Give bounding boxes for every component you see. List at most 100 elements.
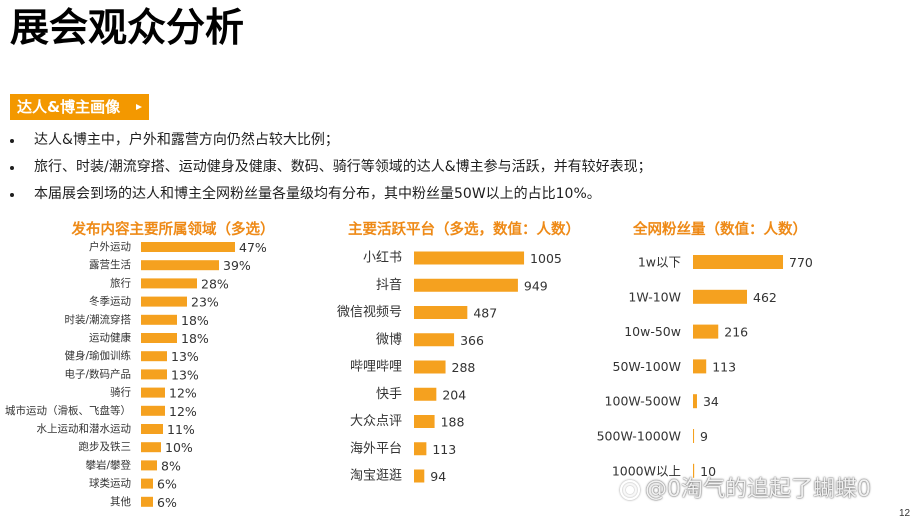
content-domain-category-label-12: 跑步及铁三 [79, 440, 132, 453]
content-domain-bar-12 [141, 442, 161, 453]
value-unit: % [169, 458, 181, 473]
platform-value-label-4: 366 [460, 332, 484, 347]
platform-category-label-6: 快手 [376, 387, 402, 402]
content-domain-bar-1 [141, 242, 235, 252]
value-unit: % [183, 422, 195, 437]
value-unit: % [207, 294, 219, 309]
platform-category-label-9: 淘宝逛逛 [350, 469, 402, 484]
platform-value-label-6: 204 [442, 387, 466, 402]
bullet-item: 旅行、时装/潮流穿搭、运动健身及健康、数码、骑行等领域的达人&博主参与活跃，并有… [0, 154, 652, 181]
value-number: 288 [452, 360, 476, 375]
section-tag: 达人&博主画像 [10, 94, 149, 120]
follower-bar-1 [693, 255, 784, 269]
platform-bar-6 [414, 387, 437, 401]
value-unit: % [165, 494, 177, 509]
value-unit: % [187, 367, 199, 382]
follower-bar-7 [693, 463, 695, 478]
value-number: 18 [181, 312, 197, 327]
follower-value-label-7: 10 [700, 463, 716, 478]
value-number: 949 [524, 278, 548, 293]
platform-bar-2 [414, 278, 518, 292]
bullet-text: 达人&博主中，户外和露营方向仍然占较大比例； [34, 132, 339, 148]
value-unit: % [197, 331, 209, 346]
content-domain-value-label-7: 13% [171, 349, 199, 364]
value-number: 12 [169, 403, 185, 418]
content-domain-bar-7 [141, 351, 167, 362]
value-number: 94 [430, 469, 446, 484]
content-domain-value-label-1: 47% [239, 240, 267, 255]
follower-value-label-5: 34 [703, 394, 719, 409]
content-domain-category-label-1: 户外运动 [89, 240, 131, 253]
value-number: 487 [473, 305, 497, 320]
content-domain-category-label-5: 时装/潮流穿搭 [64, 313, 131, 326]
platform-bar-5 [414, 360, 446, 374]
bullet-item: 本届展会到场的达人和博主全网粉丝量各量级均有分布，其中粉丝量50W以上的占比10… [0, 181, 652, 208]
follower-category-label-1: 1w以下 [638, 255, 681, 270]
follower-bar-2 [693, 289, 748, 304]
follower-category-label-2: 1W-10W [628, 289, 681, 304]
content-domain-category-label-3: 旅行 [110, 276, 131, 289]
follower-bar-4 [693, 359, 707, 374]
follower-category-label-3: 10w-50w [624, 324, 681, 339]
content-domain-bar-14 [141, 478, 153, 489]
platform-bar-1 [414, 251, 525, 265]
content-domain-bar-6 [141, 333, 177, 343]
platform-category-label-5: 哔哩哔哩 [350, 360, 402, 375]
content-domain-category-label-8: 电子/数码产品 [64, 367, 131, 380]
value-number: 770 [789, 255, 813, 270]
bullet-text: 本届展会到场的达人和博主全网粉丝量各量级均有分布，其中粉丝量50W以上的占比10… [34, 186, 601, 202]
value-number: 28 [201, 276, 217, 291]
follower-chart: 1w以下 770 1W-10W 462 10w-50w 216 50W-100W 113 100… [597, 255, 813, 479]
value-number: 8 [161, 458, 169, 473]
content-domain-category-label-6: 运动健康 [89, 331, 131, 344]
content-domain-category-label-11: 水上运动和潜水运动 [37, 422, 132, 435]
content-domain-bar-8 [141, 369, 167, 380]
value-number: 34 [703, 394, 719, 409]
platform-category-label-3: 微信视频号 [337, 305, 402, 320]
platform-value-label-3: 487 [473, 305, 497, 320]
platform-value-label-1: 1005 [530, 251, 562, 266]
value-number: 11 [167, 422, 183, 437]
follower-category-label-6: 500W-1000W [597, 429, 681, 444]
follower-category-label-5: 100W-500W [605, 394, 681, 409]
content-domain-value-label-11: 11% [167, 422, 195, 437]
content-domain-bar-4 [141, 296, 187, 307]
value-unit: % [217, 276, 229, 291]
value-unit: % [165, 476, 177, 491]
value-number: 10 [165, 440, 181, 455]
platform-value-label-9: 94 [430, 469, 446, 484]
platform-category-label-4: 微博 [376, 332, 402, 347]
content-domain-category-label-7: 健身/瑜伽训练 [64, 349, 131, 362]
content-domain-category-label-13: 攀岩/攀登 [85, 458, 131, 471]
content-domain-category-label-4: 冬季运动 [89, 295, 131, 308]
content-domain-chart-title: 发布内容主要所属领域（多选） [71, 220, 275, 238]
content-domain-bar-10 [141, 405, 165, 416]
value-number: 366 [460, 332, 484, 347]
value-number: 10 [700, 463, 716, 478]
watermark: @0淘气的追起了蝴蝶0 [620, 477, 871, 503]
content-domain-value-label-3: 28% [201, 276, 229, 291]
value-number: 47 [239, 240, 255, 255]
content-domain-value-label-13: 8% [161, 458, 181, 473]
content-domain-category-label-14: 球类运动 [89, 477, 131, 490]
content-domain-category-label-2: 露营生活 [89, 258, 131, 271]
bullet-item: 达人&博主中，户外和露营方向仍然占较大比例； [0, 127, 652, 154]
content-domain-value-label-14: 6% [157, 476, 177, 491]
value-unit: % [185, 385, 197, 400]
content-domain-bar-2 [141, 260, 219, 271]
platform-bar-7 [414, 415, 435, 428]
content-domain-category-label-10: 城市运动（滑板、飞盘等） [5, 404, 131, 417]
value-number: 204 [442, 387, 466, 402]
content-domain-value-label-2: 39% [223, 258, 251, 273]
platform-bar-8 [414, 442, 427, 456]
value-unit: % [255, 240, 267, 255]
content-domain-chart: 户外运动 47% 露营生活 39% 旅行 28% 冬季运动 23% 时装/潮流穿搭 18% 运动健康… [5, 240, 267, 510]
platform-category-label-2: 抖音 [376, 277, 402, 293]
value-unit: % [181, 440, 193, 455]
value-number: 13 [171, 349, 187, 364]
value-number: 113 [712, 359, 736, 374]
follower-value-label-1: 770 [789, 255, 813, 270]
bullet-dot-icon [10, 192, 14, 197]
section-tag-label: 达人&博主画像 [17, 98, 121, 116]
